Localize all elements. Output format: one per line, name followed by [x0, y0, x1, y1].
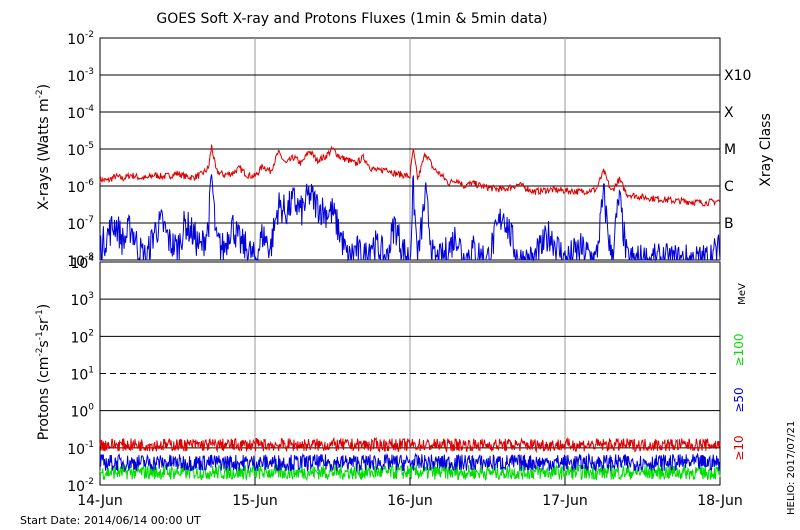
helio-credit: HELIO: 2017/07/21 — [786, 421, 797, 515]
xray-tick-label: 10-7 — [67, 215, 94, 233]
proton-tick-label: 103 — [70, 291, 94, 309]
proton-ylabel: Protons (cm-2s-1sr-1) — [35, 304, 52, 440]
x-tick-label: 18-Jun — [697, 493, 743, 509]
energy-label: ≥100 — [732, 334, 746, 367]
proton-tick-label: 101 — [70, 366, 94, 384]
xray-series-1 — [99, 174, 721, 262]
xray-tick-label: 10-6 — [67, 178, 94, 196]
proton-panel: 104 103 102 101 100 10-1 10-2 ≥100 ≥50 ≥10 14-Jun 1… — [67, 254, 746, 509]
x-tick-label: 15-Jun — [232, 493, 278, 509]
x-tick-label: 14-Jun — [77, 493, 123, 509]
proton-tick-label: 102 — [70, 328, 94, 346]
start-date: Start Date: 2014/06/14 00:00 UT — [20, 514, 201, 527]
proton-series-0 — [99, 436, 721, 454]
proton-tick-label: 104 — [70, 254, 94, 272]
proton-tick-label: 10-2 — [67, 477, 94, 495]
chart-title: GOES Soft X-ray and Protons Fluxes (1min… — [156, 11, 547, 27]
xray-class-m: M — [724, 142, 736, 158]
proton-tick-label: 100 — [70, 403, 94, 421]
xray-panel: 10-2 10-3 10-4 10-5 10-6 10-7 10-8 X10 X M C B — [67, 30, 751, 270]
x-tick-label: 16-Jun — [387, 493, 433, 509]
xray-tick-label: 10-4 — [67, 104, 94, 122]
proton-tick-label: 10-1 — [67, 440, 94, 458]
xray-class-c: C — [724, 179, 734, 195]
xray-class-label: Xray Class — [758, 113, 774, 187]
energy-unit-label: MeV — [737, 283, 748, 305]
xray-tick-label: 10-8 — [67, 252, 94, 270]
xray-tick-label: 10-5 — [67, 141, 94, 159]
xray-tick-label: 10-2 — [67, 30, 94, 48]
energy-label: ≥50 — [732, 387, 746, 412]
xray-tick-label: 10-3 — [67, 67, 94, 85]
xray-class-x10: X10 — [724, 68, 751, 84]
energy-label: ≥10 — [732, 435, 746, 460]
xray-ylabel: X-rays (Watts m-2) — [35, 84, 52, 210]
x-tick-label: 17-Jun — [542, 493, 588, 509]
xray-class-b: B — [724, 216, 734, 232]
proton-series-1 — [99, 452, 721, 473]
xray-class-x: X — [724, 105, 734, 121]
xray-series-0 — [99, 144, 721, 207]
